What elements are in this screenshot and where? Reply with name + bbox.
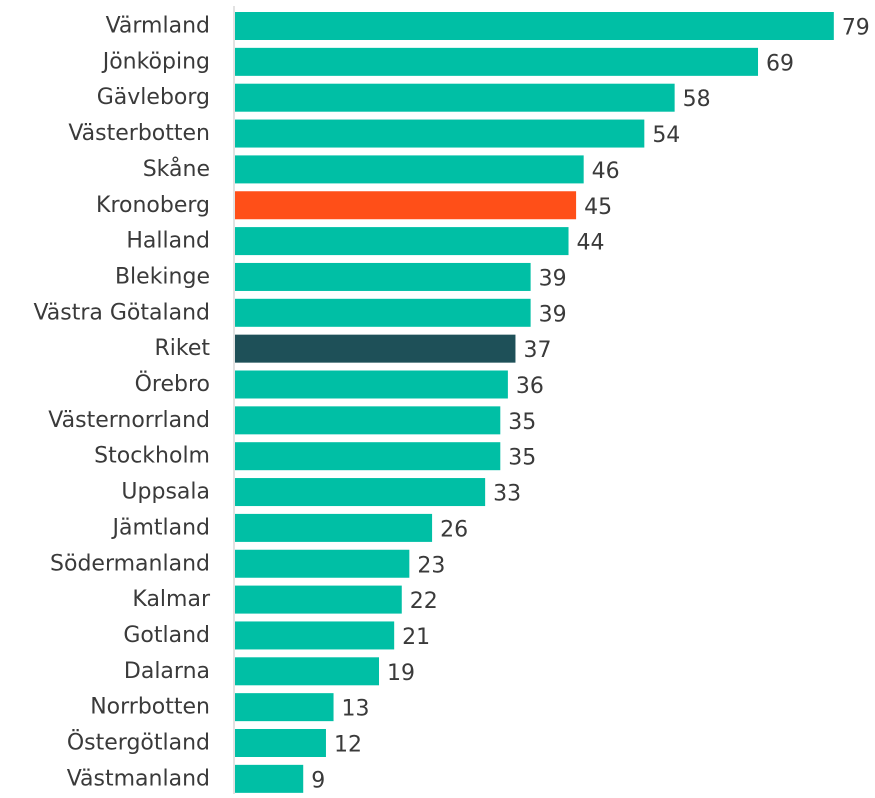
category-label-blekinge: Blekinge: [115, 264, 210, 289]
category-label-norrbotten: Norrbotten: [90, 695, 210, 720]
bar-kalmar: [235, 585, 402, 614]
category-label-orebro: Örebro: [135, 371, 210, 397]
bar-dalarna: [235, 657, 380, 686]
value-label-stockholm: 35: [508, 446, 536, 471]
category-label-vastra-gotaland: Västra Götaland: [33, 300, 210, 325]
category-label-vasterbotten: Västerbotten: [68, 121, 210, 146]
bar-varmland: [235, 12, 834, 40]
bar-ostergotland: [235, 729, 326, 757]
value-label-ostergotland: 12: [334, 733, 362, 758]
bar-jamtland: [235, 513, 433, 542]
category-label-skane: Skåne: [143, 156, 210, 182]
bar-kronoberg: [235, 191, 577, 220]
category-label-varmland: Värmland: [106, 14, 210, 39]
value-label-gotland: 21: [402, 625, 430, 650]
value-label-vasterbotten: 54: [652, 123, 680, 148]
value-label-kronoberg: 45: [584, 195, 612, 220]
category-label-sodermanland: Södermanland: [50, 551, 210, 576]
value-label-gavleborg: 58: [683, 87, 711, 112]
value-label-jamtland: 26: [440, 517, 468, 542]
category-label-gavleborg: Gävleborg: [97, 85, 210, 110]
value-label-skane: 46: [592, 159, 620, 184]
bar-stockholm: [235, 442, 501, 471]
category-label-vasternorrland: Västernorrland: [48, 408, 210, 433]
value-label-dalarna: 19: [387, 661, 415, 686]
value-label-vastra-gotaland: 39: [539, 302, 567, 327]
value-label-vasternorrland: 35: [508, 410, 536, 435]
bar-blekinge: [235, 262, 531, 291]
category-label-kalmar: Kalmar: [132, 587, 211, 612]
bar-vastra-gotaland: [235, 298, 531, 327]
value-label-sodermanland: 23: [417, 553, 445, 578]
bar-sodermanland: [235, 549, 410, 578]
bar-vastmanland: [235, 764, 304, 793]
bar-halland: [235, 227, 569, 256]
category-label-riket: Riket: [154, 336, 210, 361]
value-label-vastmanland: 9: [311, 768, 325, 793]
category-label-ostergotland: Östergötland: [67, 730, 210, 756]
category-label-kronoberg: Kronoberg: [96, 193, 210, 218]
category-label-stockholm: Stockholm: [94, 444, 210, 469]
bar-vasterbotten: [235, 119, 645, 148]
value-label-uppsala: 33: [493, 482, 521, 507]
value-label-norrbotten: 13: [342, 697, 370, 722]
value-label-orebro: 36: [516, 374, 544, 399]
value-label-jonkoping: 69: [766, 51, 794, 76]
category-label-jonkoping: Jönköping: [101, 49, 210, 74]
bars-group: [235, 12, 834, 793]
category-labels-group: Värmland Jönköping Gävleborg Västerbotten Sk…: [33, 14, 211, 792]
value-label-blekinge: 39: [539, 266, 567, 291]
category-label-vastmanland: Västmanland: [67, 766, 210, 791]
bar-norrbotten: [235, 693, 334, 722]
value-label-kalmar: 22: [410, 589, 438, 614]
bar-skane: [235, 155, 584, 184]
bar-riket: [235, 334, 516, 363]
category-label-uppsala: Uppsala: [121, 480, 210, 505]
bar-gavleborg: [235, 83, 675, 112]
value-label-varmland: 79: [842, 16, 870, 41]
bar-gotland: [235, 621, 395, 650]
category-label-gotland: Gotland: [123, 623, 210, 648]
bar-jonkoping: [235, 47, 759, 76]
bar-vasternorrland: [235, 406, 501, 435]
category-label-dalarna: Dalarna: [124, 659, 210, 684]
bar-orebro: [235, 370, 508, 399]
value-label-halland: 44: [577, 231, 605, 256]
bar-uppsala: [235, 478, 486, 507]
category-label-jamtland: Jämtland: [110, 515, 210, 540]
value-label-riket: 37: [523, 338, 551, 363]
category-label-halland: Halland: [126, 229, 210, 254]
